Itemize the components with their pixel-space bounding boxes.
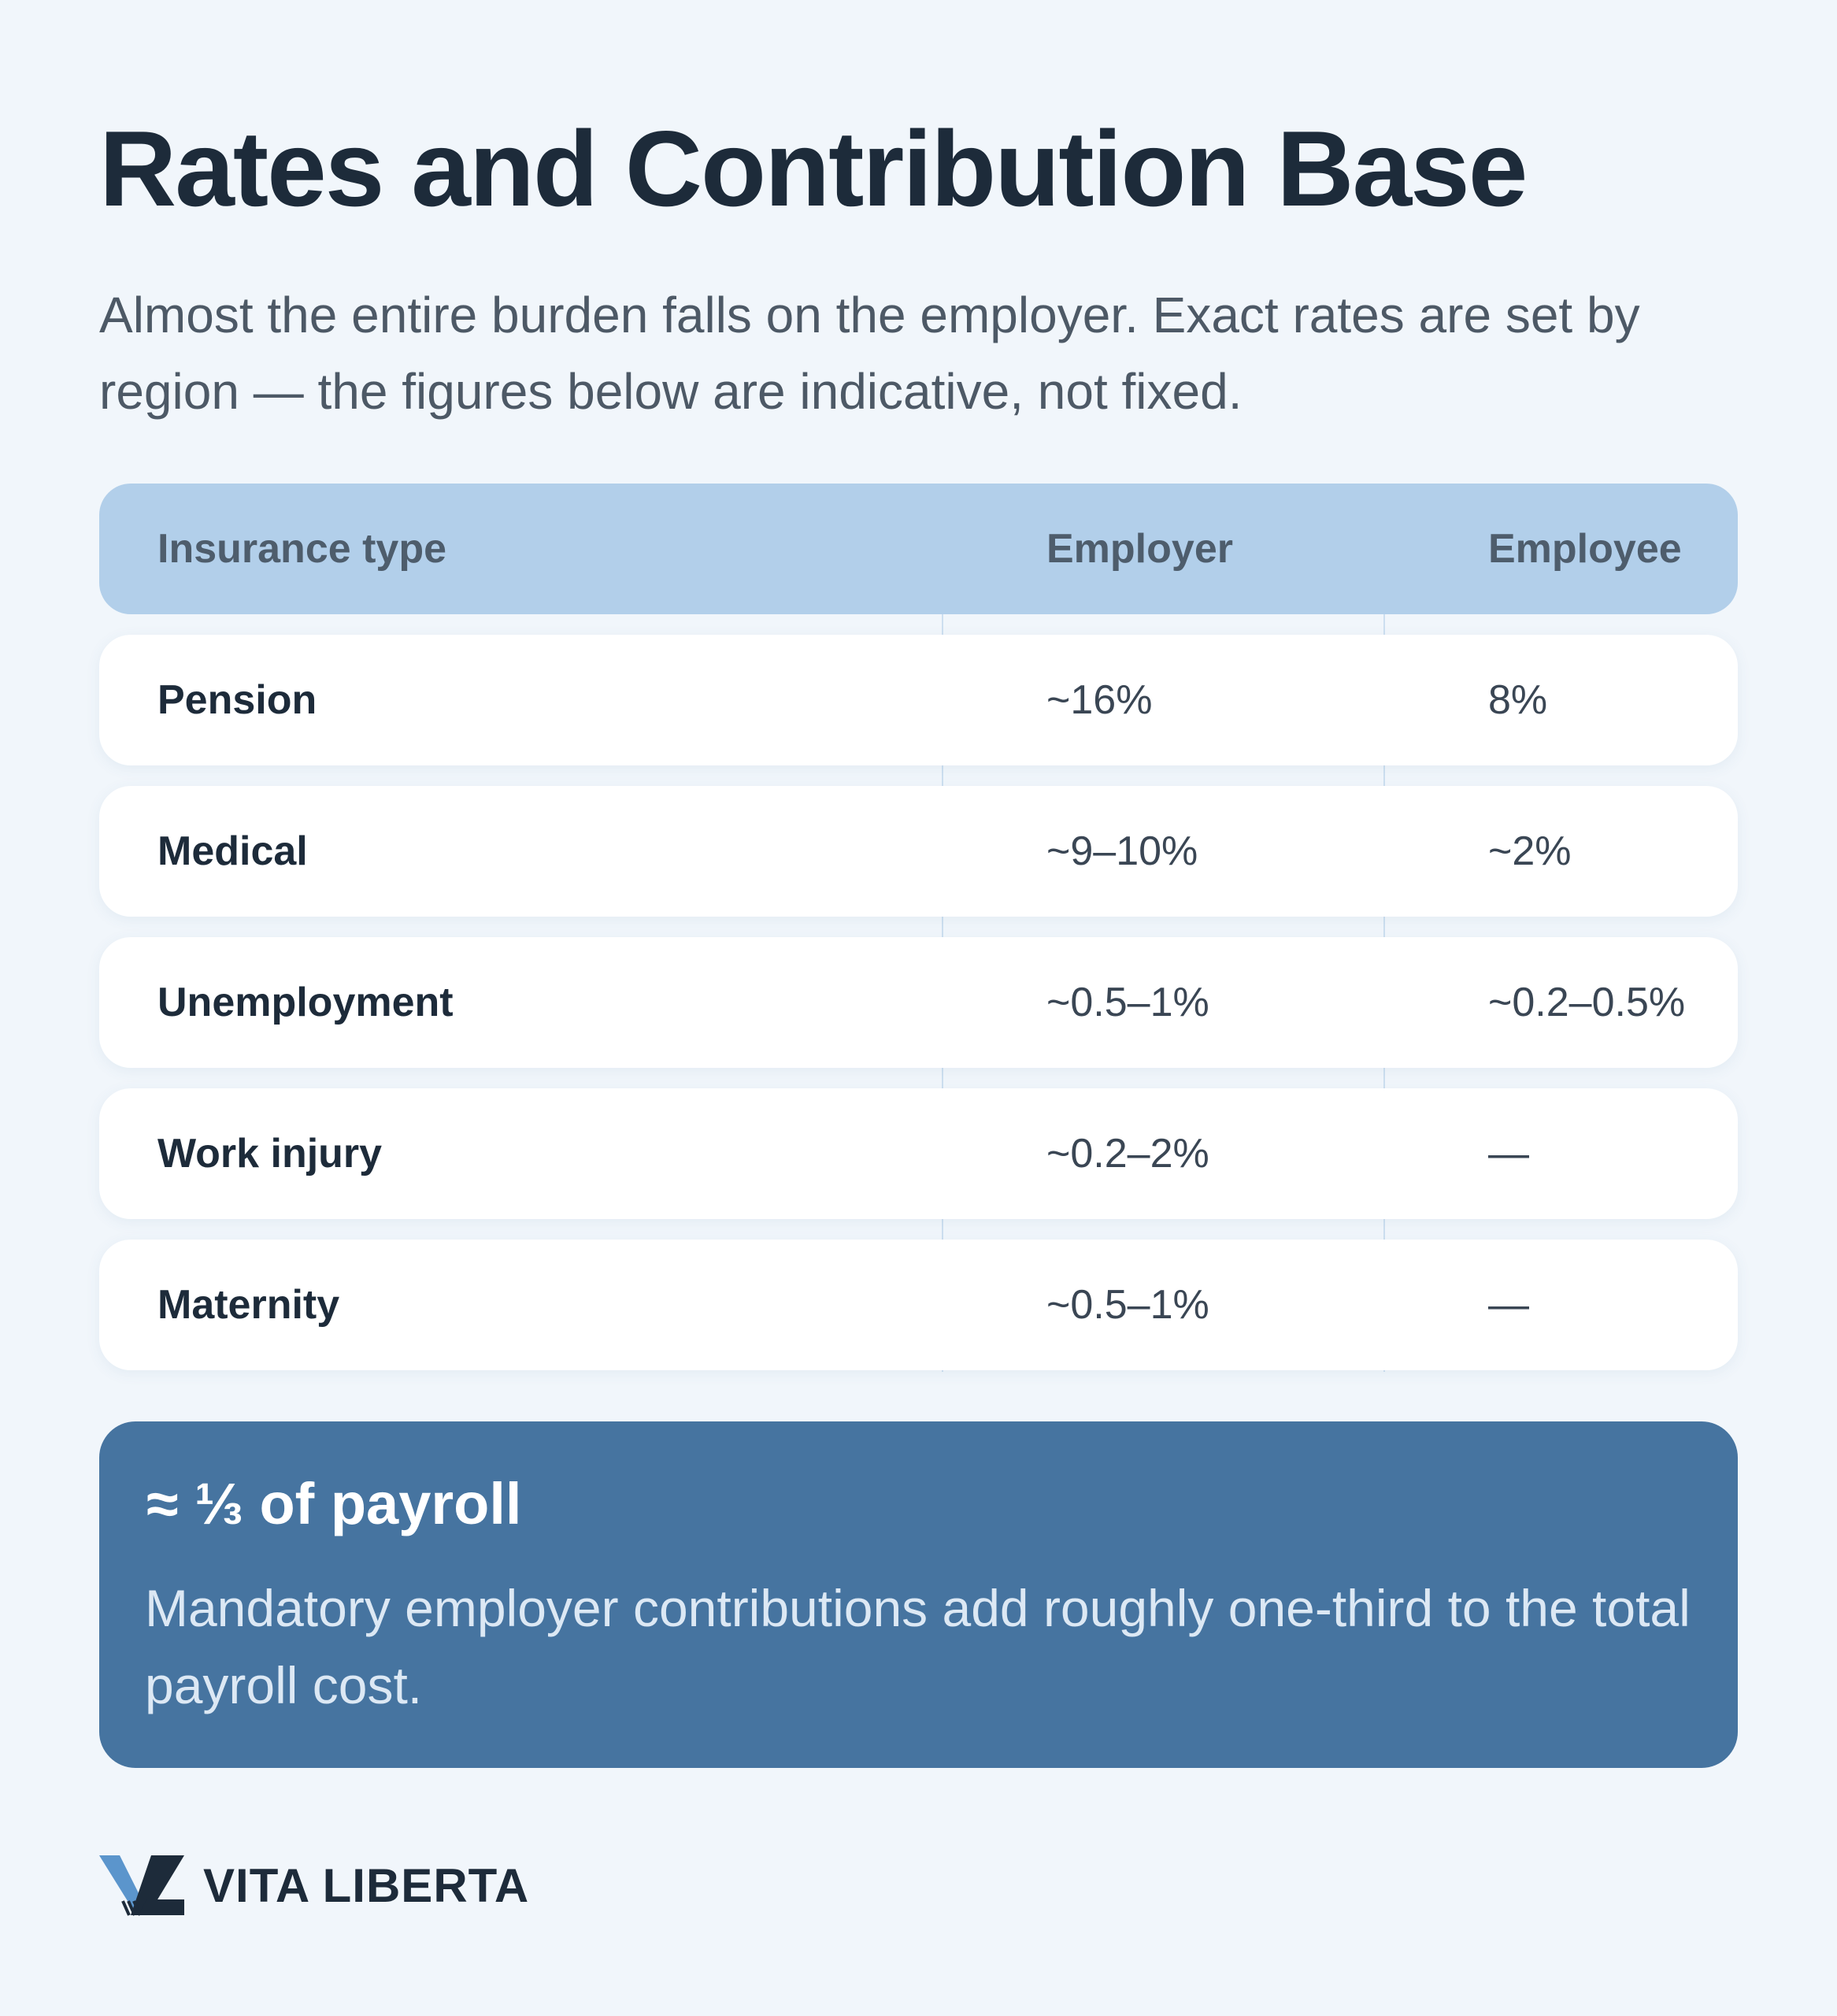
employee-rate-cell: 8% — [1488, 677, 1548, 723]
brand-name: VITA LIBERTA — [203, 1858, 530, 1912]
table-row-maternity: Maternity ~0.5–1% — — [99, 1240, 1738, 1370]
insurance-type-cell: Pension — [157, 677, 317, 723]
employer-rate-cell: ~16% — [1046, 677, 1153, 723]
payroll-callout-box: ≈ ⅓ of payroll Mandatory employer contri… — [99, 1421, 1738, 1768]
table-row-work-injury: Work injury ~0.2–2% — — [99, 1088, 1738, 1219]
employee-rate-cell: — — [1488, 1282, 1529, 1328]
page-subtitle: Almost the entire burden falls on the em… — [99, 287, 1640, 420]
callout-text: Mandatory employer contributions add rou… — [145, 1579, 1691, 1714]
employer-rate-cell: ~0.5–1% — [1046, 980, 1209, 1025]
insurance-type-cell: Maternity — [157, 1282, 340, 1328]
vita-liberta-logo-icon — [99, 1855, 184, 1916]
table-row-pension: Pension ~16% 8% — [99, 635, 1738, 765]
insurance-type-cell: Medical — [157, 828, 308, 874]
table-row-unemployment: Unemployment ~0.5–1% ~0.2–0.5% — [99, 937, 1738, 1068]
employer-rate-cell: ~0.2–2% — [1046, 1131, 1209, 1177]
header-employee: Employee — [1488, 526, 1682, 572]
callout-title: ≈ ⅓ of payroll — [146, 1471, 522, 1536]
insurance-type-cell: Work injury — [157, 1131, 383, 1177]
header-insurance-type: Insurance type — [157, 526, 447, 572]
employee-rate-cell: ~0.2–0.5% — [1488, 980, 1686, 1025]
employee-rate-cell: ~2% — [1488, 828, 1572, 874]
employer-rate-cell: ~0.5–1% — [1046, 1282, 1209, 1328]
insurance-type-cell: Unemployment — [157, 980, 454, 1025]
header-employer: Employer — [1046, 526, 1233, 572]
table-row-medical: Medical ~9–10% ~2% — [99, 786, 1738, 917]
employee-rate-cell: — — [1488, 1131, 1529, 1177]
employer-rate-cell: ~9–10% — [1046, 828, 1198, 874]
table-header-row: Insurance type Employer Employee — [99, 484, 1738, 614]
brand-logo: VITA LIBERTA — [99, 1852, 529, 1918]
contribution-rates-table: Insurance type Employer Employee Pension… — [99, 484, 1738, 1372]
page-title: Rates and Contribution Base — [99, 109, 1528, 228]
